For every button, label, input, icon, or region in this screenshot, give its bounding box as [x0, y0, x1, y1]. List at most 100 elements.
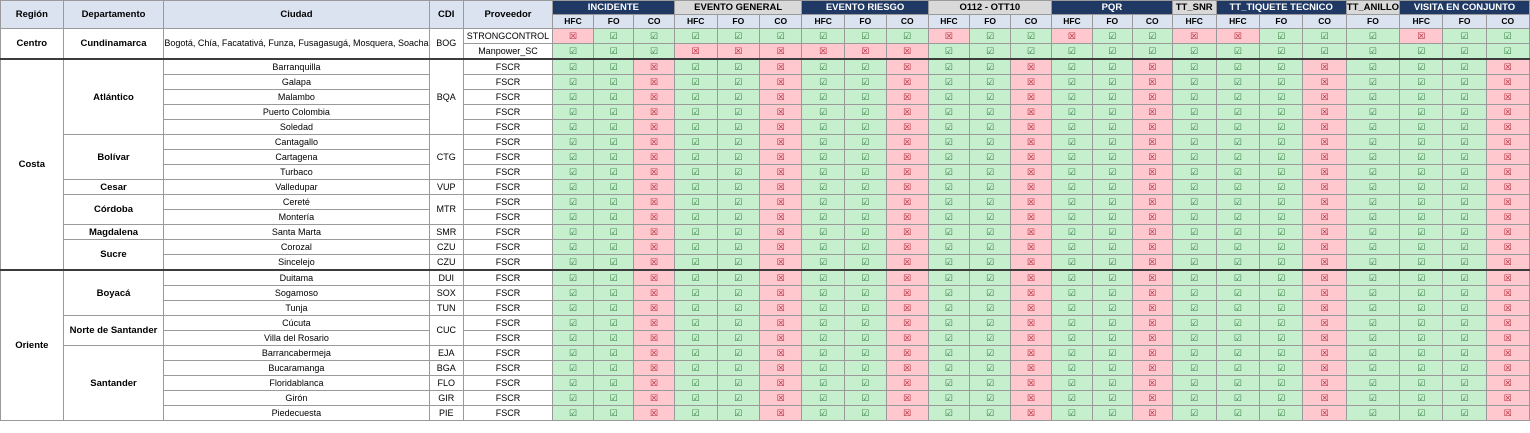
status-cell[interactable]: ☒ — [633, 89, 675, 105]
status-cell[interactable]: ☑ — [1345, 330, 1401, 346]
status-cell[interactable]: ☑ — [1010, 28, 1053, 44]
status-cell[interactable]: ☑ — [1171, 43, 1217, 60]
status-cell[interactable]: ☑ — [1215, 58, 1261, 75]
subcolumn-header[interactable]: FO — [1345, 14, 1401, 29]
status-cell[interactable]: ☒ — [1010, 58, 1053, 75]
status-cell[interactable]: ☑ — [1171, 239, 1217, 255]
status-cell[interactable]: ☒ — [1010, 209, 1053, 225]
status-cell[interactable]: ☑ — [885, 28, 929, 44]
subcolumn-header[interactable]: CO — [1302, 14, 1347, 29]
status-cell[interactable]: ☒ — [633, 134, 675, 150]
status-cell[interactable]: ☑ — [1485, 28, 1530, 44]
status-cell[interactable]: ☑ — [716, 224, 761, 240]
group-header[interactable]: PQR — [1051, 0, 1173, 15]
status-cell[interactable]: ☑ — [1399, 390, 1444, 406]
status-cell[interactable]: ☑ — [969, 315, 1012, 331]
status-cell[interactable]: ☑ — [801, 119, 845, 135]
status-cell[interactable]: ☑ — [551, 375, 595, 391]
status-cell[interactable]: ☒ — [1302, 104, 1347, 120]
status-cell[interactable]: ☑ — [1131, 28, 1173, 44]
column-header-region[interactable]: Región — [0, 0, 64, 29]
status-cell[interactable]: ☑ — [551, 179, 595, 195]
status-cell[interactable]: ☑ — [673, 330, 718, 346]
status-cell[interactable]: ☑ — [843, 254, 887, 271]
status-cell[interactable]: ☑ — [1442, 119, 1487, 135]
status-cell[interactable]: ☑ — [593, 134, 635, 150]
status-cell[interactable]: ☑ — [843, 224, 887, 240]
status-cell[interactable]: ☒ — [1302, 134, 1347, 150]
status-cell[interactable]: ☒ — [885, 285, 929, 301]
status-cell[interactable]: ☒ — [1010, 164, 1053, 180]
group-header[interactable]: VISITA EN CONJUNTO — [1399, 0, 1530, 15]
status-cell[interactable]: ☑ — [593, 330, 635, 346]
status-cell[interactable]: ☑ — [716, 119, 761, 135]
status-cell[interactable]: ☑ — [969, 194, 1012, 210]
status-cell[interactable]: ☒ — [1131, 164, 1173, 180]
status-cell[interactable]: ☒ — [1485, 164, 1530, 180]
status-cell[interactable]: ☑ — [1051, 209, 1093, 225]
column-header-departamento[interactable]: Departamento — [62, 0, 165, 29]
status-cell[interactable]: ☑ — [716, 74, 761, 90]
status-cell[interactable]: ☑ — [551, 269, 595, 286]
status-cell[interactable]: ☒ — [1302, 89, 1347, 105]
status-cell[interactable]: ☑ — [673, 239, 718, 255]
status-cell[interactable]: ☑ — [673, 134, 718, 150]
status-cell[interactable]: ☑ — [593, 239, 635, 255]
status-cell[interactable]: ☒ — [1485, 104, 1530, 120]
status-cell[interactable]: ☑ — [593, 104, 635, 120]
status-cell[interactable]: ☒ — [801, 43, 845, 60]
status-cell[interactable]: ☑ — [927, 89, 971, 105]
status-cell[interactable]: ☒ — [1302, 315, 1347, 331]
status-cell[interactable]: ☑ — [1091, 209, 1133, 225]
subcolumn-header[interactable]: HFC — [1051, 14, 1093, 29]
status-cell[interactable]: ☑ — [843, 405, 887, 421]
status-cell[interactable]: ☒ — [1010, 239, 1053, 255]
status-cell[interactable]: ☑ — [1259, 209, 1304, 225]
status-cell[interactable]: ☑ — [673, 104, 718, 120]
status-cell[interactable]: ☑ — [843, 330, 887, 346]
status-cell[interactable]: ☑ — [1442, 74, 1487, 90]
status-cell[interactable]: ☑ — [1399, 330, 1444, 346]
status-cell[interactable]: ☒ — [1302, 285, 1347, 301]
status-cell[interactable]: ☑ — [673, 360, 718, 376]
status-cell[interactable]: ☑ — [1171, 134, 1217, 150]
status-cell[interactable]: ☒ — [633, 209, 675, 225]
subcolumn-header[interactable]: CO — [1485, 14, 1530, 29]
status-cell[interactable]: ☑ — [551, 119, 595, 135]
status-cell[interactable]: ☑ — [1215, 375, 1261, 391]
status-cell[interactable]: ☑ — [673, 224, 718, 240]
status-cell[interactable]: ☑ — [1171, 315, 1217, 331]
status-cell[interactable]: ☑ — [843, 119, 887, 135]
status-cell[interactable]: ☒ — [633, 330, 675, 346]
status-cell[interactable]: ☑ — [1215, 224, 1261, 240]
status-cell[interactable]: ☒ — [759, 390, 803, 406]
status-cell[interactable]: ☑ — [1259, 43, 1304, 60]
subcolumn-header[interactable]: FO — [969, 14, 1012, 29]
status-cell[interactable]: ☒ — [1485, 74, 1530, 90]
status-cell[interactable]: ☑ — [801, 74, 845, 90]
status-cell[interactable]: ☒ — [1302, 119, 1347, 135]
status-cell[interactable]: ☑ — [969, 254, 1012, 271]
status-cell[interactable]: ☑ — [1051, 285, 1093, 301]
status-cell[interactable]: ☑ — [633, 43, 675, 60]
status-cell[interactable]: ☑ — [1345, 209, 1401, 225]
status-cell[interactable]: ☑ — [1345, 179, 1401, 195]
status-cell[interactable]: ☒ — [1131, 390, 1173, 406]
status-cell[interactable]: ☒ — [1010, 390, 1053, 406]
status-cell[interactable]: ☑ — [593, 43, 635, 60]
status-cell[interactable]: ☑ — [1171, 224, 1217, 240]
group-header[interactable]: O112 - OTT10 — [927, 0, 1053, 15]
subcolumn-header[interactable]: HFC — [927, 14, 971, 29]
status-cell[interactable]: ☑ — [551, 390, 595, 406]
status-cell[interactable]: ☑ — [1051, 330, 1093, 346]
status-cell[interactable]: ☒ — [759, 269, 803, 286]
status-cell[interactable]: ☑ — [969, 269, 1012, 286]
status-cell[interactable]: ☑ — [1259, 119, 1304, 135]
status-cell[interactable]: ☒ — [1131, 300, 1173, 316]
status-cell[interactable]: ☑ — [969, 43, 1012, 60]
status-cell[interactable]: ☑ — [969, 224, 1012, 240]
status-cell[interactable]: ☑ — [1399, 315, 1444, 331]
status-cell[interactable]: ☑ — [1091, 43, 1133, 60]
status-cell[interactable]: ☒ — [633, 405, 675, 421]
status-cell[interactable]: ☑ — [551, 104, 595, 120]
